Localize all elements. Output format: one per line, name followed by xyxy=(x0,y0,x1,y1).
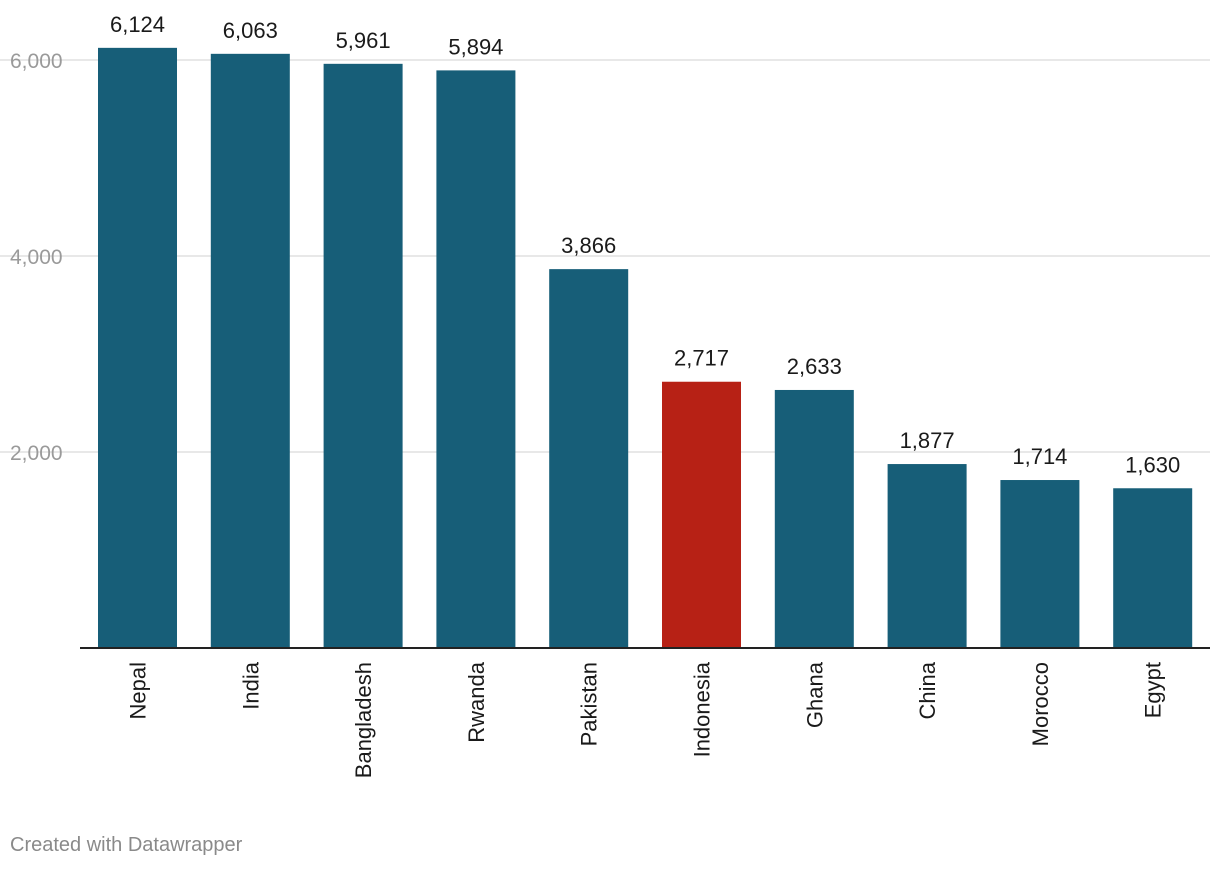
category-label-egypt: Egypt xyxy=(1141,662,1166,718)
category-label-china: China xyxy=(915,661,940,719)
value-labels: 6,124 6,063 5,961 5,894 3,866 2,717 2,633 1,877… xyxy=(110,12,1180,477)
category-label-nepal: Nepal xyxy=(126,662,151,719)
bar-ghana xyxy=(774,389,854,648)
credit-text: Created with Datawrapper xyxy=(10,834,243,856)
value-label-indonesia: 2,717 xyxy=(674,346,729,371)
value-label-bangladesh: 5,961 xyxy=(336,28,391,53)
value-label-china: 1,877 xyxy=(900,428,955,453)
category-labels: Nepal India Bangladesh Rwanda Pakistan Indone… xyxy=(126,661,1166,778)
bar-india xyxy=(210,53,290,649)
category-label-pakistan: Pakistan xyxy=(577,662,602,746)
bar-pakistan xyxy=(549,269,629,648)
value-label-india: 6,063 xyxy=(223,18,278,43)
category-label-ghana: Ghana xyxy=(802,661,827,728)
value-label-nepal: 6,124 xyxy=(110,12,165,37)
category-label-morocco: Morocco xyxy=(1028,662,1053,746)
category-label-bangladesh: Bangladesh xyxy=(351,662,376,778)
category-label-rwanda: Rwanda xyxy=(464,661,489,742)
value-label-morocco: 1,714 xyxy=(1012,444,1067,469)
category-label-india: India xyxy=(238,661,263,709)
bar-indonesia xyxy=(662,381,741,648)
bar-china xyxy=(887,464,967,648)
bar-bangladesh xyxy=(323,63,403,648)
y-tick-label: 4,000 xyxy=(10,246,63,269)
bar-rwanda xyxy=(436,70,516,648)
value-label-pakistan: 3,866 xyxy=(561,233,616,258)
category-label-indonesia: Indonesia xyxy=(690,661,715,757)
value-label-rwanda: 5,894 xyxy=(448,34,503,59)
y-tick-label: 6,000 xyxy=(10,50,63,73)
y-tick-label: 2,000 xyxy=(10,442,63,465)
bars xyxy=(98,47,1193,649)
bar-morocco xyxy=(1000,480,1080,648)
bar-egypt xyxy=(1113,488,1193,648)
bar-nepal xyxy=(98,47,177,648)
bar-chart: 2,000 4,000 6,000 6,124 6,063 5,961 5,894 3,86… xyxy=(0,12,1210,778)
value-label-egypt: 1,630 xyxy=(1125,452,1180,477)
value-label-ghana: 2,633 xyxy=(787,354,842,379)
